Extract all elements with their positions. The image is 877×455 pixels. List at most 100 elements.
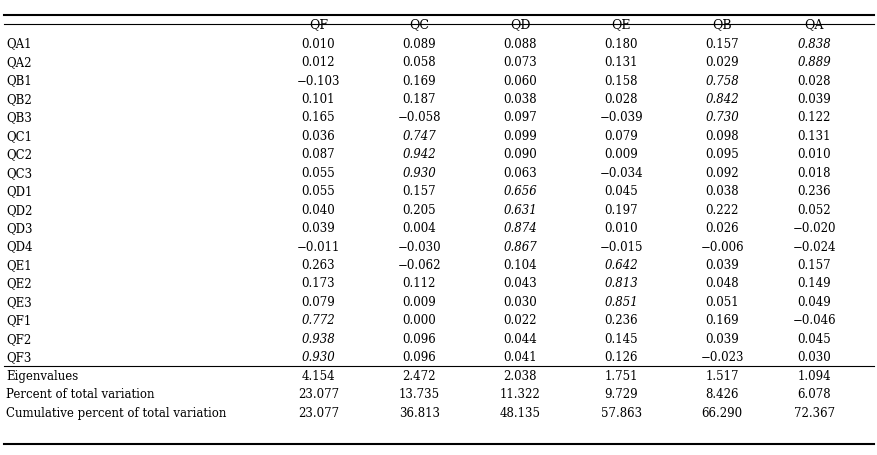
Text: −0.030: −0.030: [397, 240, 440, 253]
Text: 0.045: 0.045: [796, 332, 831, 345]
Text: 0.642: 0.642: [603, 258, 638, 271]
Text: 0.131: 0.131: [603, 56, 638, 69]
Text: 0.009: 0.009: [402, 295, 436, 308]
Text: Cumulative percent of total variation: Cumulative percent of total variation: [6, 406, 226, 419]
Text: 0.187: 0.187: [402, 93, 436, 106]
Text: 0.018: 0.018: [796, 167, 831, 179]
Text: QE: QE: [610, 18, 631, 31]
Text: 0.098: 0.098: [704, 130, 738, 142]
Text: 0.055: 0.055: [301, 167, 335, 179]
Text: 0.063: 0.063: [503, 167, 537, 179]
Text: 0.758: 0.758: [704, 74, 738, 87]
Text: QF2: QF2: [6, 332, 32, 345]
Text: 57.863: 57.863: [600, 406, 641, 419]
Text: 0.867: 0.867: [503, 240, 537, 253]
Text: 0.197: 0.197: [603, 203, 638, 216]
Text: 0.099: 0.099: [503, 130, 537, 142]
Text: 0.173: 0.173: [301, 277, 335, 290]
Text: 0.058: 0.058: [402, 56, 436, 69]
Text: QB1: QB1: [6, 74, 32, 87]
Text: 0.101: 0.101: [301, 93, 335, 106]
Text: 0.036: 0.036: [301, 130, 335, 142]
Text: 0.930: 0.930: [402, 167, 436, 179]
Text: 9.729: 9.729: [603, 387, 638, 400]
Text: 0.087: 0.087: [301, 148, 335, 161]
Text: 0.874: 0.874: [503, 222, 537, 235]
Text: QE3: QE3: [6, 295, 32, 308]
Text: 0.165: 0.165: [301, 111, 335, 124]
Text: 0.079: 0.079: [301, 295, 335, 308]
Text: 0.656: 0.656: [503, 185, 537, 198]
Text: 0.104: 0.104: [503, 258, 537, 271]
Text: 0.038: 0.038: [704, 185, 738, 198]
Text: 0.039: 0.039: [301, 222, 335, 235]
Text: −0.024: −0.024: [792, 240, 835, 253]
Text: QC2: QC2: [6, 148, 32, 161]
Text: QD4: QD4: [6, 240, 32, 253]
Text: 0.942: 0.942: [402, 148, 436, 161]
Text: 0.747: 0.747: [402, 130, 436, 142]
Text: 0.026: 0.026: [704, 222, 738, 235]
Text: 0.157: 0.157: [704, 37, 738, 51]
Text: 0.004: 0.004: [402, 222, 436, 235]
Text: QD: QD: [510, 18, 530, 31]
Text: QB3: QB3: [6, 111, 32, 124]
Text: QD3: QD3: [6, 222, 32, 235]
Text: −0.011: −0.011: [296, 240, 339, 253]
Text: QF1: QF1: [6, 313, 32, 327]
Text: 0.772: 0.772: [301, 313, 335, 327]
Text: 0.842: 0.842: [704, 93, 738, 106]
Text: 66.290: 66.290: [701, 406, 742, 419]
Text: 0.010: 0.010: [301, 37, 335, 51]
Text: 0.038: 0.038: [503, 93, 537, 106]
Text: 0.730: 0.730: [704, 111, 738, 124]
Text: 0.126: 0.126: [603, 350, 638, 364]
Text: QD1: QD1: [6, 185, 32, 198]
Text: 0.044: 0.044: [503, 332, 537, 345]
Text: −0.020: −0.020: [792, 222, 835, 235]
Text: −0.103: −0.103: [296, 74, 339, 87]
Text: 1.751: 1.751: [603, 369, 638, 382]
Text: 13.735: 13.735: [398, 387, 439, 400]
Text: 0.631: 0.631: [503, 203, 537, 216]
Text: 0.040: 0.040: [301, 203, 335, 216]
Text: 36.813: 36.813: [398, 406, 439, 419]
Text: 0.090: 0.090: [503, 148, 537, 161]
Text: 23.077: 23.077: [297, 387, 339, 400]
Text: 0.073: 0.073: [503, 56, 537, 69]
Text: 0.096: 0.096: [402, 350, 436, 364]
Text: 0.180: 0.180: [603, 37, 638, 51]
Text: 0.060: 0.060: [503, 74, 537, 87]
Text: Percent of total variation: Percent of total variation: [6, 387, 154, 400]
Text: 0.052: 0.052: [796, 203, 831, 216]
Text: QA1: QA1: [6, 37, 32, 51]
Text: 72.367: 72.367: [793, 406, 834, 419]
Text: 8.426: 8.426: [704, 387, 738, 400]
Text: 0.145: 0.145: [603, 332, 638, 345]
Text: 2.472: 2.472: [402, 369, 436, 382]
Text: QB2: QB2: [6, 93, 32, 106]
Text: −0.034: −0.034: [599, 167, 642, 179]
Text: 0.112: 0.112: [402, 277, 436, 290]
Text: −0.039: −0.039: [599, 111, 642, 124]
Text: 0.096: 0.096: [402, 332, 436, 345]
Text: 0.089: 0.089: [402, 37, 436, 51]
Text: 0.157: 0.157: [402, 185, 436, 198]
Text: 0.938: 0.938: [301, 332, 335, 345]
Text: 0.030: 0.030: [503, 295, 537, 308]
Text: QE2: QE2: [6, 277, 32, 290]
Text: 1.517: 1.517: [704, 369, 738, 382]
Text: 0.055: 0.055: [301, 185, 335, 198]
Text: 0.045: 0.045: [603, 185, 638, 198]
Text: 0.236: 0.236: [796, 185, 831, 198]
Text: 11.322: 11.322: [499, 387, 540, 400]
Text: 0.092: 0.092: [704, 167, 738, 179]
Text: −0.006: −0.006: [700, 240, 743, 253]
Text: 0.010: 0.010: [603, 222, 638, 235]
Text: 48.135: 48.135: [499, 406, 540, 419]
Text: 0.169: 0.169: [704, 313, 738, 327]
Text: 0.048: 0.048: [704, 277, 738, 290]
Text: QD2: QD2: [6, 203, 32, 216]
Text: QC: QC: [409, 18, 429, 31]
Text: 0.028: 0.028: [796, 74, 831, 87]
